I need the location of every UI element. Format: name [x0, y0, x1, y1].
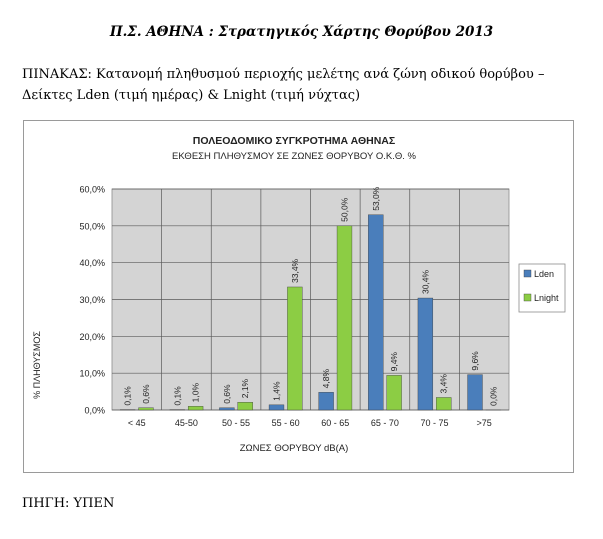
- bar-lden: [467, 374, 483, 411]
- source-note: ΠΗΓΗ: ΥΠΕΝ: [22, 496, 115, 511]
- legend-label-lnight: Lnight: [534, 293, 559, 303]
- data-label-lden: 0,6%: [222, 384, 232, 404]
- y-tick-label: 20,0%: [79, 332, 105, 342]
- y-tick-label: 60,0%: [79, 185, 105, 195]
- bar-lden: [268, 404, 285, 411]
- x-tick-label: 65 - 70: [371, 418, 399, 428]
- data-label-lnight: 3,4%: [439, 374, 449, 394]
- data-label-lden: 0,1%: [172, 386, 182, 406]
- caption-line-2: Δείκτες Lden (τιμή ημέρας) & Lnight (τιμ…: [22, 88, 361, 103]
- bar-lnight: [386, 375, 402, 411]
- data-label-lnight: 1,0%: [191, 383, 201, 403]
- data-label-lnight: 9,4%: [389, 352, 399, 372]
- caption-line-1: ΠΙΝΑΚΑΣ: Κατανομή πληθυσμού περιοχής μελ…: [22, 67, 545, 82]
- chart-frame: ΠΟΛΕΟΔΟΜΙΚΟ ΣΥΓΚΡΟΤΗΜΑ ΑΘΗΝΑΣ ΕΚΘΕΣΗ ΠΛΗ…: [23, 120, 574, 473]
- legend-swatch-lden: [523, 269, 532, 278]
- x-tick-label: 60 - 65: [321, 418, 349, 428]
- x-tick-label: < 45: [128, 418, 146, 428]
- y-axis-title: % ΠΛΗΘΥΣΜΟΣ: [32, 331, 42, 399]
- data-label-lnight: 0,0%: [488, 386, 498, 406]
- x-tick-label: 55 - 60: [272, 418, 300, 428]
- data-label-lden: 30,4%: [420, 269, 430, 294]
- data-label-lnight: 2,1%: [240, 378, 250, 398]
- table-caption: ΠΙΝΑΚΑΣ: Κατανομή πληθυσμού περιοχής μελ…: [22, 64, 592, 106]
- bar-lnight: [287, 286, 303, 411]
- bar-chart: ΠΟΛΕΟΔΟΜΙΚΟ ΣΥΓΚΡΟΤΗΜΑ ΑΘΗΝΑΣ ΕΚΘΕΣΗ ΠΛΗ…: [32, 135, 566, 454]
- y-tick-label: 0,0%: [84, 406, 105, 416]
- data-label-lnight: 50,0%: [339, 197, 349, 222]
- bar-lden: [318, 392, 334, 411]
- x-tick-label: 45-50: [175, 418, 198, 428]
- legend-label-lden: Lden: [534, 269, 554, 279]
- data-label-lnight: 33,4%: [290, 258, 300, 283]
- data-label-lden: 1,4%: [272, 381, 282, 401]
- x-tick-label: 50 - 55: [222, 418, 250, 428]
- data-label-lnight: 0,6%: [141, 384, 151, 404]
- bar-lden: [368, 214, 384, 411]
- y-tick-label: 50,0%: [79, 221, 105, 231]
- chart-subtitle: ΕΚΘΕΣΗ ΠΛΗΘΥΣΜΟΥ ΣΕ ΖΩΝΕΣ ΘΟΡΥΒΟΥ Ο.Κ.Θ.…: [172, 151, 416, 162]
- data-label-lden: 53,0%: [371, 186, 381, 211]
- bar-lnight: [237, 402, 253, 411]
- document-title: Π.Σ. ΑΘΗΝΑ : Στρατηγικός Χάρτης Θορύβου …: [109, 24, 494, 40]
- bar-lden: [417, 297, 434, 411]
- data-label-lden: 4,8%: [321, 369, 331, 389]
- x-tick-label: >75: [477, 418, 492, 428]
- chart-title: ΠΟΛΕΟΔΟΜΙΚΟ ΣΥΓΚΡΟΤΗΜΑ ΑΘΗΝΑΣ: [193, 135, 395, 147]
- y-tick-label: 10,0%: [79, 369, 105, 379]
- x-tick-label: 70 - 75: [421, 418, 449, 428]
- x-axis-title: ΖΩΝΕΣ ΘΟΡΥΒΟΥ dB(A): [240, 443, 349, 454]
- bar-lnight: [187, 406, 204, 411]
- data-label-lden: 0,1%: [123, 386, 133, 406]
- y-tick-label: 30,0%: [79, 295, 105, 305]
- bar-lnight: [436, 397, 452, 411]
- bar-lnight: [336, 225, 353, 411]
- bar-lnight: [138, 407, 154, 411]
- data-label-lden: 9,6%: [470, 351, 480, 371]
- y-tick-label: 40,0%: [79, 258, 105, 268]
- legend-box: [518, 263, 566, 313]
- bar-lden: [219, 407, 235, 411]
- legend-swatch-lnight: [523, 293, 532, 302]
